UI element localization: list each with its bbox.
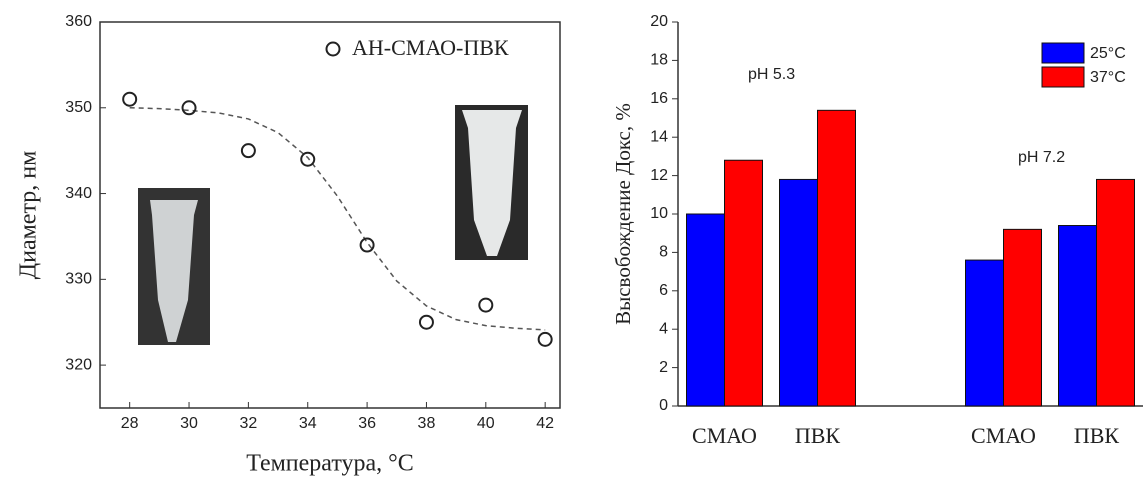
x-tick-label: 32 bbox=[239, 415, 257, 432]
annotation: pH 7.2 bbox=[1018, 149, 1065, 166]
legend-marker bbox=[325, 41, 341, 57]
bar bbox=[1058, 225, 1097, 407]
bar bbox=[1096, 178, 1135, 407]
y-tick-label: 8 bbox=[659, 244, 668, 261]
point bbox=[478, 297, 494, 313]
legend-label: АН-СМАО-ПВК bbox=[352, 35, 509, 60]
y-tick-label: 350 bbox=[65, 99, 92, 116]
point bbox=[122, 91, 138, 107]
y-tick-label: 12 bbox=[650, 167, 668, 184]
x-tick-label: 42 bbox=[536, 415, 554, 432]
y-tick-label: 18 bbox=[650, 52, 668, 69]
legend-swatch bbox=[1041, 66, 1085, 88]
point bbox=[181, 100, 197, 116]
y-axis-label: Высвобождение Докс, % bbox=[611, 103, 635, 325]
legend-swatch bbox=[1041, 42, 1085, 64]
bar bbox=[779, 178, 818, 407]
x-axis-label: Температура, °C bbox=[246, 451, 414, 477]
fit-curve bbox=[129, 107, 546, 331]
y-tick-label: 360 bbox=[65, 13, 92, 30]
x-tick-label: СМАО bbox=[692, 423, 757, 448]
legend-label: 37°C bbox=[1090, 69, 1126, 86]
y-tick-label: 10 bbox=[650, 205, 668, 222]
bar bbox=[724, 159, 763, 407]
point bbox=[418, 314, 434, 330]
x-tick-label: ПВК bbox=[795, 423, 841, 448]
x-tick-label: 34 bbox=[299, 415, 317, 432]
x-tick-label: ПВК bbox=[1074, 423, 1120, 448]
x-tick-label: 38 bbox=[418, 415, 436, 432]
y-tick-label: 340 bbox=[65, 185, 92, 202]
bar bbox=[686, 213, 725, 407]
y-tick-label: 2 bbox=[659, 359, 668, 376]
y-tick-label: 14 bbox=[650, 128, 668, 145]
y-tick-label: 20 bbox=[650, 13, 668, 30]
y-tick-label: 4 bbox=[659, 320, 668, 337]
point bbox=[537, 331, 553, 347]
bar bbox=[817, 109, 856, 407]
tube-photo-left bbox=[138, 188, 210, 345]
x-tick-label: 36 bbox=[358, 415, 376, 432]
y-axis-label: Диаметр, нм bbox=[16, 151, 42, 280]
point bbox=[300, 151, 316, 167]
x-tick-label: 40 bbox=[477, 415, 495, 432]
tube-photo-right bbox=[455, 105, 528, 260]
x-tick-label: СМАО bbox=[971, 423, 1036, 448]
y-tick-label: 320 bbox=[65, 356, 92, 373]
bar bbox=[965, 259, 1004, 407]
x-tick-label: 30 bbox=[180, 415, 198, 432]
y-tick-label: 16 bbox=[650, 90, 668, 107]
y-tick-label: 0 bbox=[659, 397, 668, 414]
bar bbox=[1003, 228, 1042, 407]
point bbox=[240, 143, 256, 159]
y-tick-label: 6 bbox=[659, 282, 668, 299]
legend-label: 25°C bbox=[1090, 45, 1126, 62]
point bbox=[359, 237, 375, 253]
annotation: pH 5.3 bbox=[748, 66, 795, 83]
x-tick-label: 28 bbox=[121, 415, 139, 432]
y-tick-label: 330 bbox=[65, 271, 92, 288]
plot-frame bbox=[99, 21, 561, 409]
